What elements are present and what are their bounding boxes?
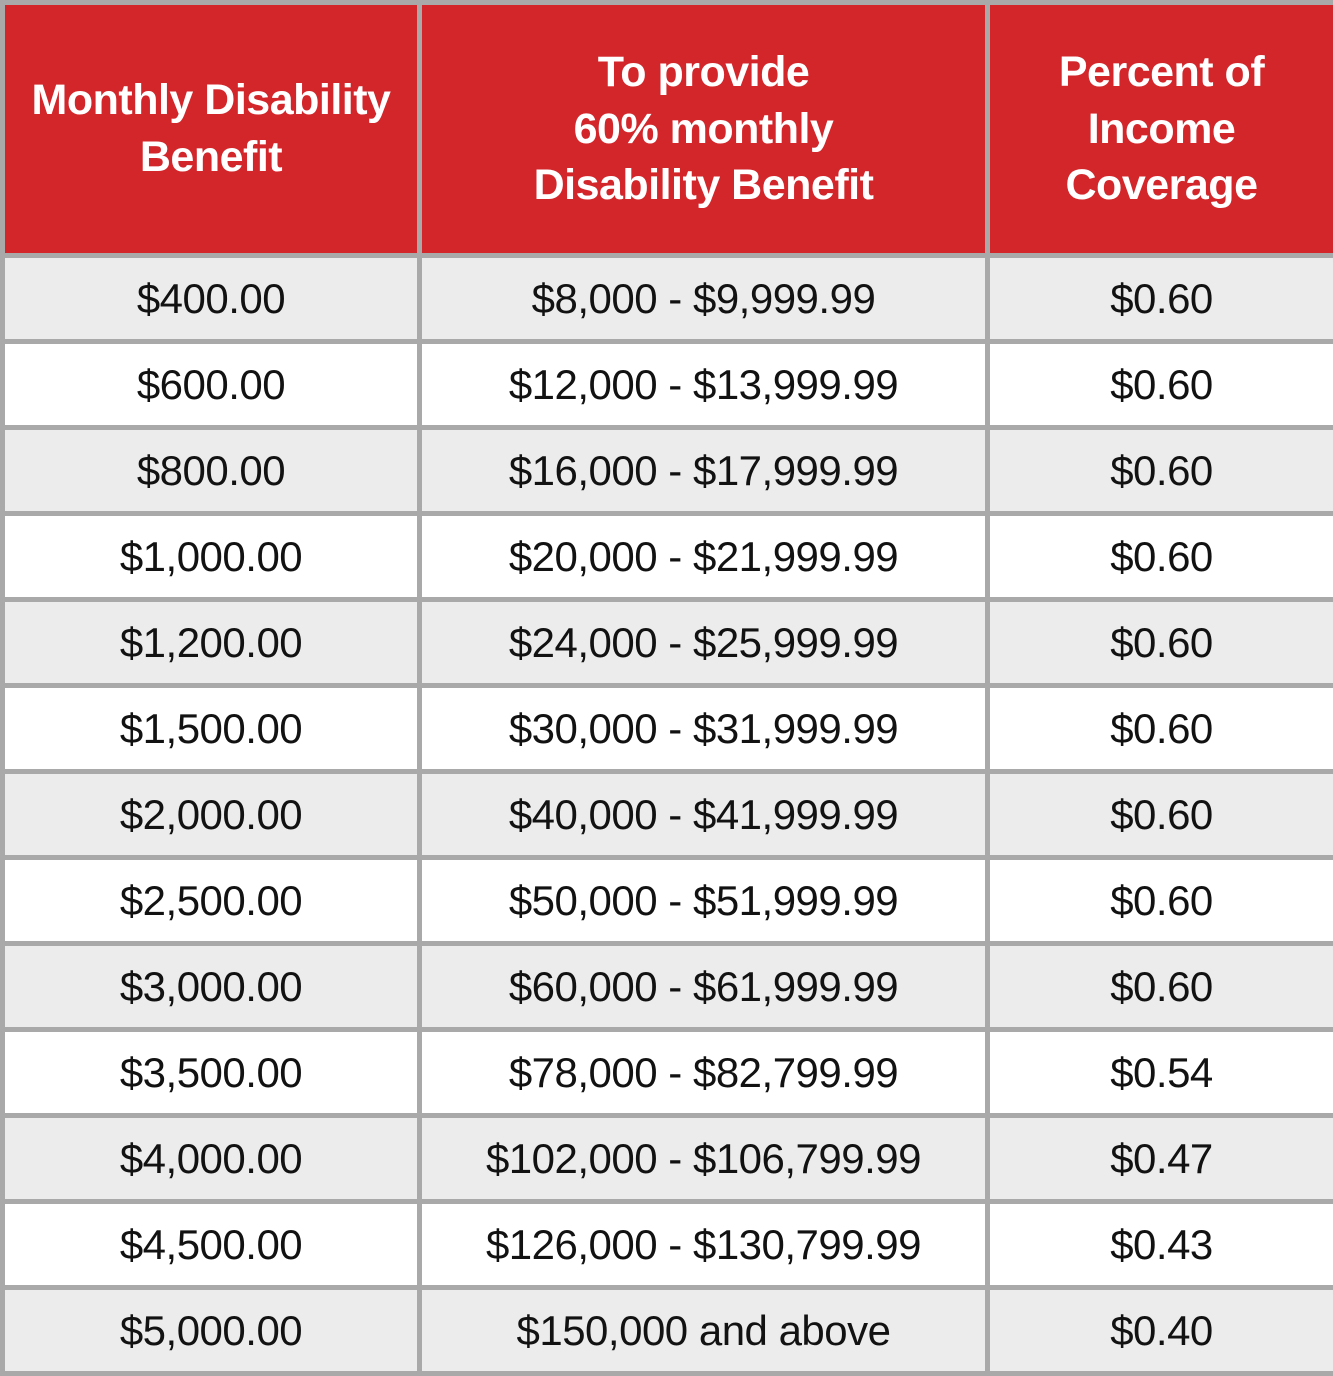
cell-income-range: $150,000 and above: [420, 1288, 988, 1374]
header-row: Monthly Disability Benefit To provide 60…: [3, 3, 1333, 256]
cell-income-range: $50,000 - $51,999.99: [420, 858, 988, 944]
cell-coverage-rate: $0.60: [988, 514, 1333, 600]
table-row: $4,500.00 $126,000 - $130,799.99 $0.43: [3, 1202, 1333, 1288]
cell-monthly-benefit: $600.00: [3, 342, 420, 428]
table-row: $3,500.00 $78,000 - $82,799.99 $0.54: [3, 1030, 1333, 1116]
table-row: $400.00 $8,000 - $9,999.99 $0.60: [3, 256, 1333, 342]
cell-monthly-benefit: $3,000.00: [3, 944, 420, 1030]
cell-income-range: $78,000 - $82,799.99: [420, 1030, 988, 1116]
cell-monthly-benefit: $800.00: [3, 428, 420, 514]
table-row: $5,000.00 $150,000 and above $0.40: [3, 1288, 1333, 1374]
cell-coverage-rate: $0.60: [988, 772, 1333, 858]
cell-monthly-benefit: $4,000.00: [3, 1116, 420, 1202]
cell-coverage-rate: $0.60: [988, 944, 1333, 1030]
cell-income-range: $40,000 - $41,999.99: [420, 772, 988, 858]
table-row: $1,500.00 $30,000 - $31,999.99 $0.60: [3, 686, 1333, 772]
table-row: $2,500.00 $50,000 - $51,999.99 $0.60: [3, 858, 1333, 944]
cell-coverage-rate: $0.54: [988, 1030, 1333, 1116]
table-row: $600.00 $12,000 - $13,999.99 $0.60: [3, 342, 1333, 428]
cell-monthly-benefit: $2,500.00: [3, 858, 420, 944]
table-row: $1,000.00 $20,000 - $21,999.99 $0.60: [3, 514, 1333, 600]
cell-coverage-rate: $0.40: [988, 1288, 1333, 1374]
table-row: $4,000.00 $102,000 - $106,799.99 $0.47: [3, 1116, 1333, 1202]
cell-monthly-benefit: $3,500.00: [3, 1030, 420, 1116]
cell-monthly-benefit: $1,000.00: [3, 514, 420, 600]
table-row: $3,000.00 $60,000 - $61,999.99 $0.60: [3, 944, 1333, 1030]
cell-income-range: $126,000 - $130,799.99: [420, 1202, 988, 1288]
cell-monthly-benefit: $2,000.00: [3, 772, 420, 858]
cell-income-range: $12,000 - $13,999.99: [420, 342, 988, 428]
cell-coverage-rate: $0.60: [988, 342, 1333, 428]
cell-coverage-rate: $0.60: [988, 858, 1333, 944]
cell-monthly-benefit: $1,500.00: [3, 686, 420, 772]
cell-monthly-benefit: $4,500.00: [3, 1202, 420, 1288]
cell-income-range: $16,000 - $17,999.99: [420, 428, 988, 514]
cell-income-range: $30,000 - $31,999.99: [420, 686, 988, 772]
col-header-income-range: To provide 60% monthly Disability Benefi…: [420, 3, 988, 256]
col-header-coverage-rate: Percent of Income Coverage: [988, 3, 1333, 256]
table-row: $800.00 $16,000 - $17,999.99 $0.60: [3, 428, 1333, 514]
cell-monthly-benefit: $5,000.00: [3, 1288, 420, 1374]
cell-coverage-rate: $0.60: [988, 256, 1333, 342]
cell-income-range: $60,000 - $61,999.99: [420, 944, 988, 1030]
cell-monthly-benefit: $1,200.00: [3, 600, 420, 686]
cell-income-range: $8,000 - $9,999.99: [420, 256, 988, 342]
table-row: $2,000.00 $40,000 - $41,999.99 $0.60: [3, 772, 1333, 858]
cell-income-range: $20,000 - $21,999.99: [420, 514, 988, 600]
cell-income-range: $24,000 - $25,999.99: [420, 600, 988, 686]
table-body: $400.00 $8,000 - $9,999.99 $0.60 $600.00…: [3, 256, 1333, 1374]
cell-coverage-rate: $0.60: [988, 428, 1333, 514]
col-header-monthly-benefit: Monthly Disability Benefit: [3, 3, 420, 256]
cell-coverage-rate: $0.60: [988, 600, 1333, 686]
table-row: $1,200.00 $24,000 - $25,999.99 $0.60: [3, 600, 1333, 686]
cell-coverage-rate: $0.43: [988, 1202, 1333, 1288]
cell-income-range: $102,000 - $106,799.99: [420, 1116, 988, 1202]
table-header: Monthly Disability Benefit To provide 60…: [3, 3, 1333, 256]
cell-coverage-rate: $0.47: [988, 1116, 1333, 1202]
cell-coverage-rate: $0.60: [988, 686, 1333, 772]
cell-monthly-benefit: $400.00: [3, 256, 420, 342]
